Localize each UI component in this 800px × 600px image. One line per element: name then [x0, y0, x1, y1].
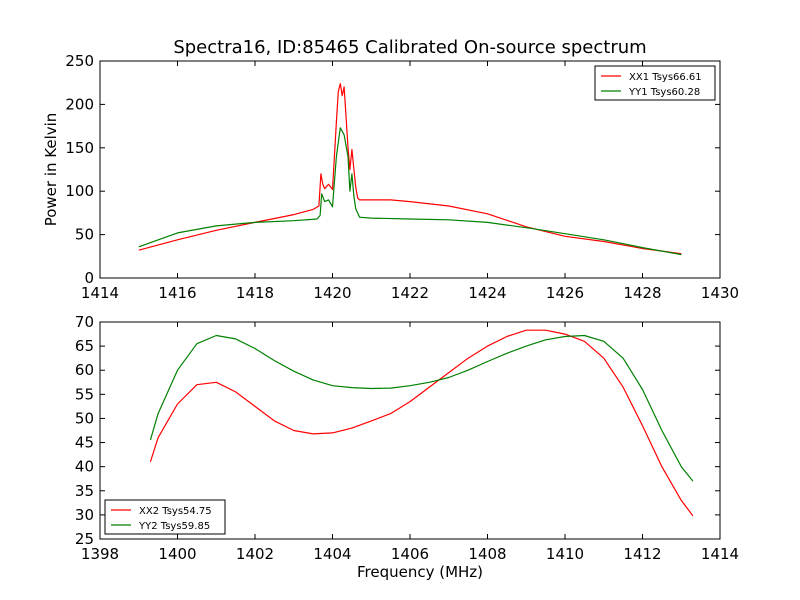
- chart-2-x-tick-label: 1404: [313, 545, 351, 563]
- chart-1-y-tick-label: 150: [65, 139, 94, 157]
- chart-2-legend-label-1: XX2 Tsys54.75: [139, 506, 212, 517]
- chart-2-y-tick-label: 60: [75, 361, 94, 379]
- chart-1-y-axis-label: Power in Kelvin: [42, 113, 60, 227]
- chart-2-y-tick-label: 25: [75, 530, 94, 548]
- chart-1-legend-box: [594, 65, 716, 101]
- chart-2-y-tick-label: 45: [75, 434, 94, 452]
- chart-1-x-tick-label: 1416: [158, 284, 196, 302]
- chart-2-x-tick-label: 1400: [158, 545, 196, 563]
- chart-2-y-tick-label: 65: [75, 337, 94, 355]
- plot-layer: 1414 1416 1418 1420 1422 1424 1426 1428 1430 0 50 1…: [42, 52, 739, 581]
- chart-2-series-1-line: [149, 329, 694, 517]
- chart-1-legend-label-1: XX1 Tsys66.61: [629, 72, 702, 83]
- chart-2-y-tick-label: 35: [75, 482, 94, 500]
- chart-1-y-tick-label: 100: [65, 182, 94, 200]
- chart-title: Spectra16, ID:85465 Calibrated On-source…: [173, 37, 646, 58]
- chart-2-y-tick-label: 40: [75, 458, 94, 476]
- chart-1-x-tick-label: 1422: [391, 284, 429, 302]
- chart-1-x-tick-label: 1426: [546, 284, 584, 302]
- chart-1-x-tick-label: 1420: [313, 284, 351, 302]
- chart-2-x-axis-label: Frequency (MHz): [357, 563, 483, 581]
- chart-2-legend-box: [104, 499, 226, 535]
- chart-2-x-tick-label: 1402: [236, 545, 274, 563]
- chart-1-x-tick-label: 1414: [81, 284, 119, 302]
- chart-1-x-tick-label: 1418: [236, 284, 274, 302]
- chart-1-series-1-line: [138, 82, 682, 255]
- chart-2-x-tick-label: 1408: [468, 545, 506, 563]
- chart-2-legend-label-2: YY2 Tsys59.85: [138, 521, 210, 532]
- chart-2-x-tick-label: 1398: [81, 545, 119, 563]
- chart-2-y-tick-label: 50: [75, 409, 94, 427]
- chart-1-x-tick-label: 1430: [701, 284, 739, 302]
- chart-1-y-tick-label: 200: [65, 95, 94, 113]
- chart-1-y-tick-label: 250: [65, 52, 94, 70]
- chart-1-y-tick-label: 50: [75, 226, 94, 244]
- chart-1-x-tick-label: 1428: [623, 284, 661, 302]
- chart-2-y-tick-label: 70: [75, 313, 94, 331]
- chart-2-x-tick-label: 1406: [391, 545, 429, 563]
- chart-2-y-tick-label: 55: [75, 385, 94, 403]
- chart-1-series-2-line: [138, 127, 682, 256]
- chart-1-y-tick-label: 0: [84, 269, 94, 287]
- chart-2-x-tick-label: 1412: [623, 545, 661, 563]
- chart-1-x-tick-label: 1424: [468, 284, 506, 302]
- chart-2-y-tick-label: 30: [75, 506, 94, 524]
- chart-2-x-tick-label: 1414: [701, 545, 739, 563]
- chart-1-legend-label-2: YY1 Tsys60.28: [628, 87, 700, 98]
- chart-2-series-2-line: [149, 334, 694, 482]
- chart-2-x-tick-label: 1410: [546, 545, 584, 563]
